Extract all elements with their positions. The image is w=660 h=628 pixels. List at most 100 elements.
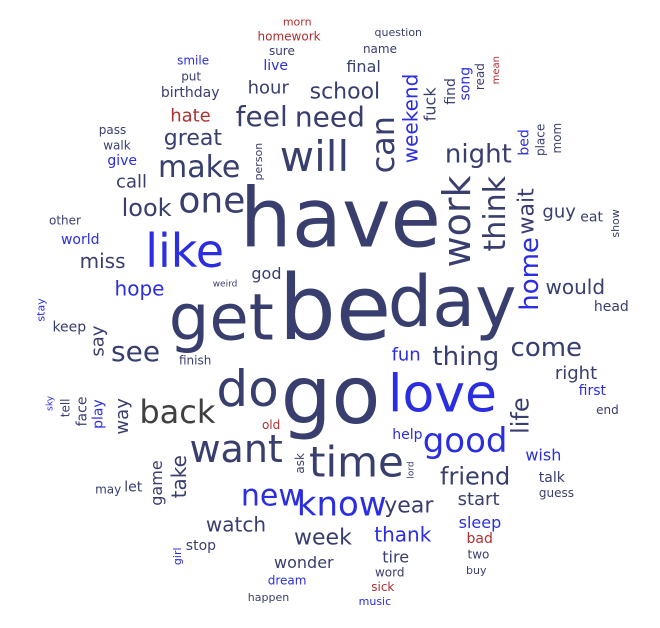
word-be: be: [279, 256, 392, 361]
word-will: will: [280, 132, 349, 181]
word-think: think: [478, 175, 513, 251]
word-thing: thing: [432, 342, 499, 372]
word-play: play: [91, 399, 107, 429]
word-stop: stop: [186, 538, 216, 554]
word-birthday: birthday: [161, 85, 220, 101]
word-walk: walk: [103, 139, 131, 153]
word-can: can: [364, 116, 402, 173]
word-find: find: [443, 78, 459, 105]
word-mean: mean: [491, 56, 502, 84]
word-first: first: [579, 383, 607, 399]
word-year: year: [384, 493, 434, 518]
word-face: face: [74, 397, 90, 427]
word-start: start: [458, 489, 500, 510]
word-bed: bed: [517, 129, 533, 155]
word-finish: finish: [179, 353, 211, 367]
word-hour: hour: [248, 77, 290, 98]
word-put: put: [181, 69, 201, 83]
word-work: work: [435, 175, 479, 267]
word-head: head: [594, 299, 629, 315]
word-great: great: [164, 126, 223, 151]
word-dream: dream: [268, 574, 307, 588]
word-tell: tell: [59, 398, 73, 417]
word-weird: weird: [213, 280, 238, 290]
word-call: call: [116, 172, 147, 193]
word-bad: bad: [466, 531, 492, 547]
word-let: let: [124, 480, 143, 496]
word-make: make: [158, 150, 240, 185]
word-feel: feel: [236, 100, 288, 133]
word-new: new: [241, 478, 303, 513]
word-sleep: sleep: [459, 513, 502, 532]
word-night: night: [445, 140, 512, 170]
word-look: look: [122, 194, 172, 222]
word-would: would: [546, 275, 606, 299]
word-word: word: [375, 565, 405, 579]
word-friend: friend: [440, 463, 510, 491]
word-morn: morn: [283, 16, 312, 29]
word-wonder: wonder: [274, 553, 334, 572]
word-read: read: [473, 63, 487, 90]
word-home: home: [515, 237, 545, 311]
word-right: right: [555, 363, 597, 384]
word-way: way: [112, 398, 133, 435]
word-may: may: [95, 483, 121, 497]
word-final: final: [346, 57, 380, 76]
word-help: help: [392, 427, 422, 443]
word-happen: happen: [248, 591, 289, 604]
word-want: want: [189, 427, 282, 471]
word-like: like: [145, 224, 224, 278]
word-life: life: [506, 397, 534, 434]
word-week: week: [294, 526, 352, 551]
word-hope: hope: [115, 276, 165, 300]
word-get: get: [169, 281, 274, 355]
word-world: world: [61, 232, 100, 248]
word-take: take: [167, 455, 191, 498]
word-know: know: [297, 484, 387, 524]
word-come: come: [511, 333, 583, 363]
word-stay: stay: [34, 298, 47, 322]
word-thank: thank: [374, 523, 431, 547]
word-person: person: [252, 143, 265, 181]
word-keep: keep: [52, 319, 86, 335]
word-name: name: [363, 42, 397, 56]
word-school: school: [310, 80, 381, 105]
word-sure: sure: [269, 44, 295, 58]
word-give: give: [107, 153, 137, 169]
word-question: question: [375, 26, 423, 39]
word-see: see: [111, 335, 160, 368]
word-day: day: [388, 261, 517, 343]
word-game: game: [147, 460, 166, 505]
word-sick: sick: [371, 580, 394, 594]
word-fun: fun: [392, 345, 421, 366]
word-weekend: weekend: [399, 74, 423, 164]
word-homework: homework: [258, 29, 321, 43]
word-back: back: [139, 393, 216, 431]
word-wish: wish: [525, 445, 561, 464]
word-say: say: [87, 325, 108, 356]
word-love: love: [388, 365, 497, 425]
word-buy: buy: [466, 564, 487, 577]
word-mom: mom: [550, 123, 564, 154]
word-guess: guess: [539, 486, 574, 500]
word-go: go: [281, 349, 381, 442]
word-good: good: [423, 421, 508, 461]
word-fuck: fuck: [420, 87, 439, 122]
word-guy: guy: [542, 202, 576, 223]
word-smile: smile: [177, 53, 209, 67]
word-have: have: [240, 171, 441, 266]
word-two: two: [468, 548, 490, 562]
word-watch: watch: [206, 512, 266, 536]
word-eat: eat: [580, 209, 603, 225]
word-god: god: [251, 264, 281, 283]
word-girl: girl: [171, 547, 184, 565]
word-talk: talk: [539, 470, 566, 486]
word-one: one: [178, 180, 245, 221]
word-tire: tire: [382, 548, 409, 567]
word-old: old: [262, 418, 280, 432]
word-lord: lord: [407, 461, 417, 478]
word-pass: pass: [99, 123, 126, 137]
word-show: show: [609, 209, 622, 237]
word-time: time: [309, 438, 404, 487]
